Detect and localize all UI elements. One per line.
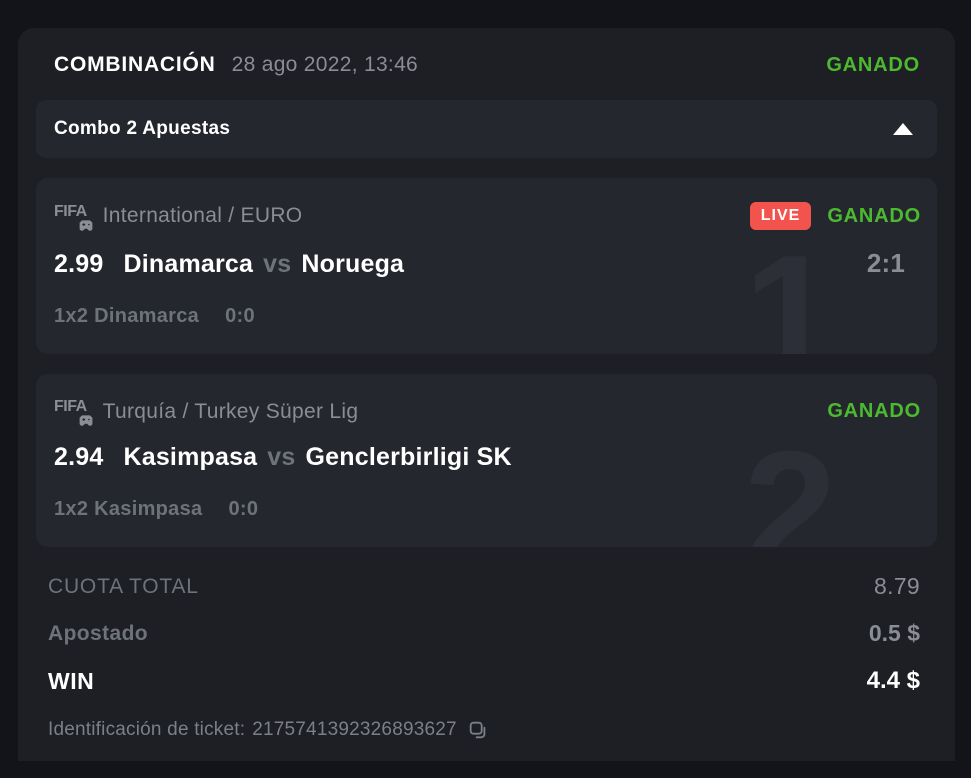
- ticket-header: COMBINACIÓN 28 ago 2022, 13:46 GANADO: [18, 28, 955, 92]
- fifa-esports-icon: FIFA: [54, 203, 93, 231]
- stake-label: Apostado: [48, 621, 149, 645]
- league-name: International / EURO: [102, 204, 303, 227]
- market-row: 1x2 Kasimpasa 0:0: [54, 498, 921, 521]
- gamepad-icon: [79, 415, 93, 426]
- ticket-datetime: 28 ago 2022, 13:46: [231, 53, 419, 76]
- combo-collapse-bar[interactable]: Combo 2 Apuestas: [36, 100, 937, 158]
- market-pick: 1x2 Kasimpasa: [54, 498, 203, 520]
- league-row: FIFA Turquía / Turkey Süper Lig GANADO: [54, 398, 921, 426]
- market-pick: 1x2 Dinamarca: [54, 305, 200, 327]
- league-row: FIFA International / EURO LIVE GANADO: [54, 202, 921, 231]
- bet-card-2: 2 FIFA Turquía / Turkey Süper Lig GANADO…: [36, 374, 937, 547]
- chevron-up-icon[interactable]: [893, 123, 913, 135]
- stake-value: 0.5 $: [868, 620, 920, 646]
- final-score: 2:1: [866, 248, 905, 278]
- combo-label: Combo 2 Apuestas: [54, 118, 231, 139]
- bet-status-badge: GANADO: [827, 204, 921, 227]
- win-value: 4.4 $: [866, 667, 920, 694]
- bet-odds: 2.99: [54, 250, 104, 278]
- vs-label: vs: [263, 250, 292, 278]
- total-odds-row: CUOTA TOTAL 8.79: [48, 573, 920, 600]
- stake-row: Apostado 0.5 $: [48, 620, 920, 647]
- away-team: Noruega: [301, 250, 405, 278]
- market-start-score: 0:0: [225, 305, 255, 327]
- market-row: 1x2 Dinamarca 0:0: [54, 305, 921, 328]
- home-team: Kasimpasa: [123, 443, 258, 471]
- away-team: Genclerbirligi SK: [305, 443, 512, 471]
- bet-ticket-card: COMBINACIÓN 28 ago 2022, 13:46 GANADO Co…: [18, 28, 955, 761]
- bet-odds: 2.94: [54, 443, 104, 471]
- fifa-esports-icon: FIFA: [54, 398, 93, 426]
- bet-selection-row: 2.99 Dinamarca vs Noruega 2:1: [54, 248, 921, 279]
- gamepad-icon: [79, 219, 93, 231]
- win-row: WIN 4.4 $: [48, 667, 920, 695]
- ticket-id-row: Identificación de ticket: 21757413923268…: [18, 715, 955, 741]
- ticket-summary: CUOTA TOTAL 8.79 Apostado 0.5 $ WIN 4.4 …: [18, 547, 955, 695]
- ticket-type-title: COMBINACIÓN: [54, 53, 216, 76]
- live-badge: LIVE: [749, 202, 812, 230]
- copy-icon[interactable]: [467, 719, 489, 741]
- league-name: Turquía / Turkey Süper Lig: [102, 399, 359, 423]
- total-odds-label: CUOTA TOTAL: [48, 574, 199, 598]
- home-team: Dinamarca: [123, 250, 254, 278]
- ticket-status-badge: GANADO: [826, 53, 920, 76]
- total-odds-value: 8.79: [874, 573, 920, 599]
- bet-card-1: 1 FIFA International / EURO LIVE GANADO …: [36, 178, 937, 354]
- ticket-id-value: 2175741392326893627: [252, 719, 457, 740]
- win-label: WIN: [48, 667, 95, 694]
- ticket-id-label: Identificación de ticket:: [48, 719, 246, 740]
- bet-status-badge: GANADO: [827, 400, 921, 422]
- market-start-score: 0:0: [228, 498, 259, 520]
- bet-selection-row: 2.94 Kasimpasa vs Genclerbirligi SK: [54, 443, 921, 472]
- vs-label: vs: [267, 443, 296, 471]
